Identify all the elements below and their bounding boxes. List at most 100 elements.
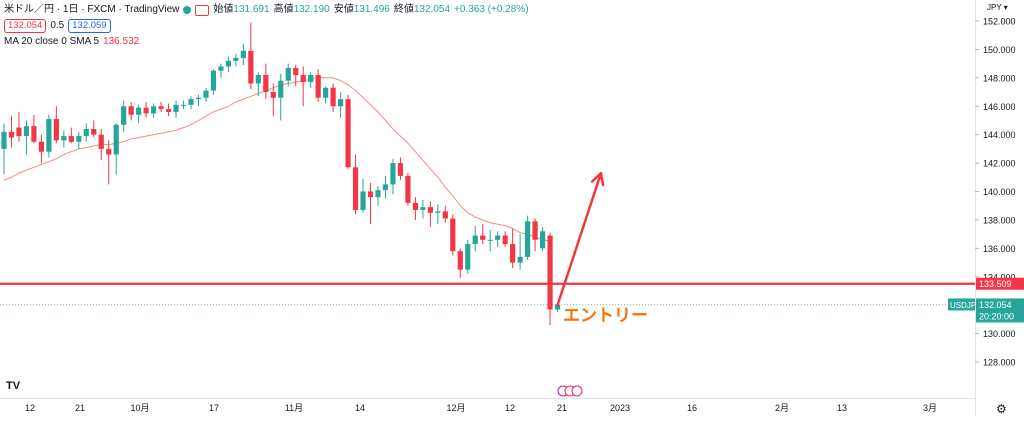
candle-body — [465, 244, 471, 270]
candle — [188, 96, 194, 110]
candle — [53, 106, 59, 144]
candle — [248, 22, 254, 90]
x-tick-label: 17 — [209, 403, 219, 413]
candle-body — [106, 148, 112, 155]
candle-body — [554, 304, 561, 310]
candle-body — [547, 235, 553, 310]
candle-body — [338, 99, 344, 107]
candle — [539, 227, 546, 252]
candle — [517, 234, 523, 270]
candle-body — [532, 221, 538, 240]
x-tick-label: 21 — [75, 403, 85, 413]
annotation-text[interactable]: エントリー — [563, 306, 648, 326]
candle — [143, 101, 149, 118]
horizontal-line — [0, 282, 975, 305]
candle — [113, 123, 119, 175]
candle — [158, 101, 164, 112]
candle — [210, 69, 217, 95]
candle — [420, 200, 426, 219]
candle-body — [68, 136, 74, 142]
candle-body — [345, 99, 351, 168]
candle — [442, 205, 448, 223]
ohlc-key: 始値 — [213, 4, 234, 15]
candle — [240, 43, 246, 66]
symbol-tag: USDJPY — [950, 301, 982, 310]
x-tick-label: 10月 — [130, 403, 149, 413]
moving-average — [3, 77, 551, 242]
candle-body — [308, 74, 314, 83]
candle-body — [16, 127, 22, 137]
flag-icon[interactable] — [195, 4, 210, 16]
y-tick-label: 138.000 — [983, 215, 1016, 225]
symbol-title[interactable]: 米ドル／円 · 1日 · FXCM · TradingView — [4, 4, 180, 15]
candle-body — [98, 134, 104, 149]
candle — [367, 182, 374, 225]
candle — [300, 66, 306, 107]
candle — [345, 94, 351, 169]
candle — [450, 214, 456, 256]
candle-body — [502, 235, 508, 245]
x-tick-label: 16 — [687, 403, 697, 413]
candle — [502, 231, 508, 247]
candle-body — [248, 50, 254, 84]
candle-body — [285, 67, 291, 81]
ohlc-value: +0.363 (+0.28%) — [454, 4, 529, 15]
x-tick-label: 12 — [505, 403, 515, 413]
candle — [136, 104, 142, 124]
candle — [106, 140, 112, 185]
candle-body — [427, 207, 433, 213]
y-tick-label: 148.000 — [983, 73, 1016, 83]
candle-body — [390, 163, 396, 185]
ask-badge[interactable]: 132.059 — [68, 19, 111, 33]
candle — [480, 224, 486, 245]
candle — [375, 185, 381, 206]
candle-body — [315, 74, 321, 98]
candle-body — [495, 235, 501, 240]
candle — [323, 86, 329, 104]
candle-body — [31, 126, 37, 142]
gear-icon[interactable]: ⚙ — [996, 402, 1007, 416]
candle-body — [450, 218, 456, 252]
event-icon-c — [571, 385, 583, 397]
candle-body — [367, 191, 374, 198]
candle-body — [293, 67, 299, 75]
candle — [76, 131, 82, 149]
candle — [338, 92, 344, 118]
candle — [532, 218, 538, 252]
bid-badge[interactable]: 132.054 — [4, 19, 47, 33]
candle — [390, 158, 396, 195]
candle-body — [539, 231, 546, 249]
candle — [255, 72, 261, 97]
candle-body — [472, 235, 478, 245]
candle — [225, 56, 231, 73]
candle — [315, 69, 321, 102]
candle-body — [143, 107, 149, 114]
candle-body — [128, 106, 134, 115]
candle — [233, 53, 239, 67]
ma-line — [3, 77, 551, 242]
x-tick-label: 2023 — [610, 403, 630, 413]
candle — [435, 204, 441, 225]
candle-body — [360, 191, 366, 210]
candle — [68, 127, 74, 144]
candle — [472, 225, 478, 252]
candle — [165, 103, 172, 117]
candle-body — [136, 107, 142, 115]
hline-tag-bg — [976, 277, 1024, 290]
candle-body — [210, 70, 217, 91]
tradingview-logo-icon[interactable]: TV — [6, 380, 21, 392]
candle-body — [263, 74, 269, 93]
candle-body — [8, 131, 15, 138]
candle — [525, 215, 531, 260]
x-tick-label: 2月 — [775, 403, 789, 413]
ma-label[interactable]: MA 20 close 0 SMA 5 — [4, 36, 100, 47]
candle-body — [218, 66, 224, 71]
candle-body — [173, 104, 179, 112]
candle — [61, 130, 67, 148]
price-tag-bg — [976, 298, 1024, 323]
candle — [285, 63, 291, 87]
candle-body — [525, 221, 531, 257]
candle-body — [195, 97, 202, 100]
